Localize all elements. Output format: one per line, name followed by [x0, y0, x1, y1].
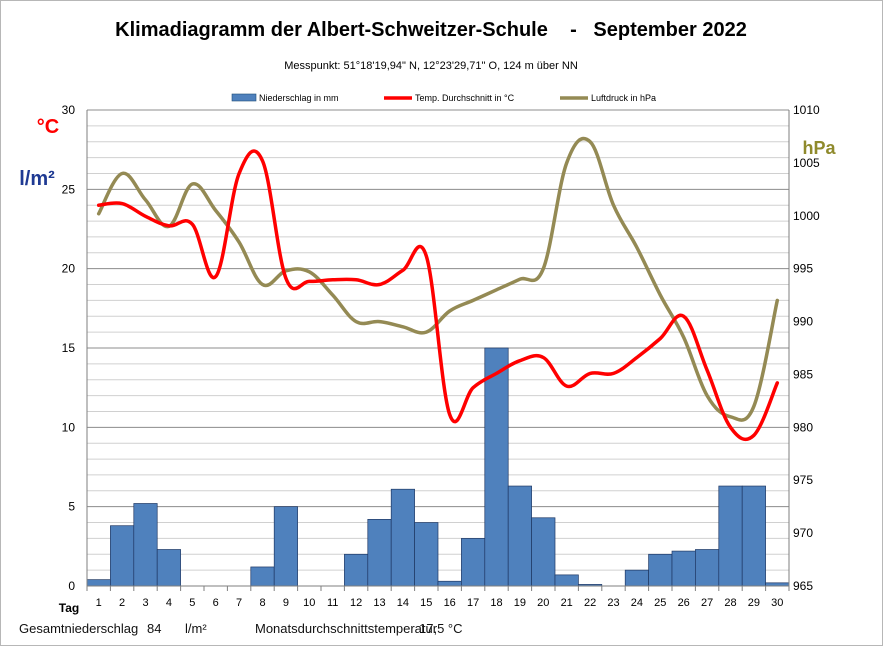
right-tick-label: 1005: [793, 156, 820, 170]
rain-bar: [671, 550, 696, 587]
tick-labels: 0510152025309659709759809859909951000100…: [62, 103, 820, 609]
rain-bar: [531, 517, 556, 587]
footer-total-unit: l/m²: [185, 621, 207, 636]
x-axis-label: Tag: [59, 601, 79, 615]
left-tick-label: 30: [62, 103, 76, 117]
rain-bar: [133, 503, 158, 587]
left-tick-label: 5: [68, 500, 75, 514]
day-tick-label: 5: [189, 597, 195, 609]
legend-label-pressure: Luftdruck in hPa: [591, 93, 656, 103]
legend-label-temp: Temp. Durchschnitt in °C: [415, 93, 515, 103]
temp-line: [96, 149, 780, 442]
axes: [86, 110, 790, 591]
left-tick-label: 10: [62, 420, 76, 434]
right-tick-label: 975: [793, 473, 813, 487]
day-tick-label: 3: [142, 597, 148, 609]
right-tick-label: 990: [793, 315, 813, 329]
day-tick-label: 10: [303, 597, 315, 609]
right-tick-label: 965: [793, 579, 813, 593]
rain-bar: [414, 522, 439, 587]
day-tick-label: 14: [397, 597, 409, 609]
legend-label-rain: Niederschlag in mm: [259, 93, 339, 103]
rain-bar: [554, 574, 579, 587]
day-tick-label: 12: [350, 597, 362, 609]
day-tick-label: 27: [701, 597, 713, 609]
day-tick-label: 11: [327, 597, 338, 609]
rain-bar: [624, 569, 649, 587]
day-tick-label: 20: [537, 597, 549, 609]
rain-bar: [273, 506, 298, 587]
footer-avg-label: Monatsdurchschnittstemperatur: [255, 621, 438, 636]
footer-avg-value: 17,5 °C: [419, 621, 463, 636]
day-tick-label: 2: [119, 597, 125, 609]
rain-bar: [718, 485, 743, 587]
chart-subtitle: Messpunkt: 51°18'19,94" N, 12°23'29,71" …: [284, 60, 578, 72]
rain-bar: [110, 525, 135, 587]
right-tick-label: 980: [793, 420, 813, 434]
right-tick-label: 1010: [793, 103, 820, 117]
right-tick-label: 970: [793, 526, 813, 540]
rain-bar: [648, 553, 673, 587]
footer-total-value: 84: [147, 621, 162, 636]
right-tick-label: 995: [793, 262, 813, 276]
rain-bar: [741, 485, 766, 587]
day-tick-label: 22: [584, 597, 596, 609]
day-tick-label: 25: [654, 597, 666, 609]
day-tick-label: 28: [724, 597, 736, 609]
rain-bar: [156, 549, 181, 587]
rain-bar: [461, 538, 486, 587]
day-tick-label: 23: [607, 597, 619, 609]
day-tick-label: 7: [236, 597, 242, 609]
day-tick-label: 1: [96, 597, 102, 609]
rain-bar: [437, 580, 462, 587]
left-tick-label: 0: [68, 579, 75, 593]
left-tick-label: 15: [62, 341, 76, 355]
day-tick-label: 4: [166, 597, 172, 609]
legend-swatch-rain: [231, 93, 257, 102]
left-tick-label: 20: [62, 262, 76, 276]
chart-title: Klimadiagramm der Albert-Schweitzer-Schu…: [115, 19, 747, 41]
left-tick-label: 25: [62, 182, 76, 196]
right-tick-label: 985: [793, 367, 813, 381]
day-tick-label: 15: [420, 597, 432, 609]
day-tick-label: 19: [514, 597, 526, 609]
right-tick-label: 1000: [793, 209, 820, 223]
day-tick-label: 30: [771, 597, 783, 609]
day-tick-label: 13: [373, 597, 385, 609]
day-tick-label: 17: [467, 597, 479, 609]
day-tick-label: 18: [490, 597, 502, 609]
day-tick-label: 8: [259, 597, 265, 609]
celsius-unit-label: °C: [37, 116, 59, 138]
rain-bars: [86, 347, 790, 587]
legend: Niederschlag in mm Temp. Durchschnitt in…: [231, 93, 656, 103]
day-tick-label: 9: [283, 597, 289, 609]
pressure-line: [96, 136, 780, 422]
rain-bar: [507, 485, 532, 587]
rain-bar: [344, 553, 369, 587]
day-tick-label: 24: [631, 597, 643, 609]
day-tick-label: 16: [444, 597, 456, 609]
rain-bar: [695, 549, 720, 587]
day-tick-label: 29: [748, 597, 760, 609]
rain-unit-label: l/m²: [19, 168, 55, 190]
day-tick-label: 6: [213, 597, 219, 609]
rain-bar: [484, 347, 509, 587]
footer-total-label: Gesamtniederschlag: [19, 621, 139, 636]
rain-bar: [367, 519, 392, 587]
pressure-unit-label: hPa: [802, 138, 836, 158]
rain-bar: [250, 566, 275, 587]
rain-bar: [86, 579, 111, 587]
day-tick-label: 21: [561, 597, 573, 609]
rain-bar: [390, 488, 415, 587]
day-tick-label: 26: [678, 597, 690, 609]
series-lines: [96, 136, 780, 442]
